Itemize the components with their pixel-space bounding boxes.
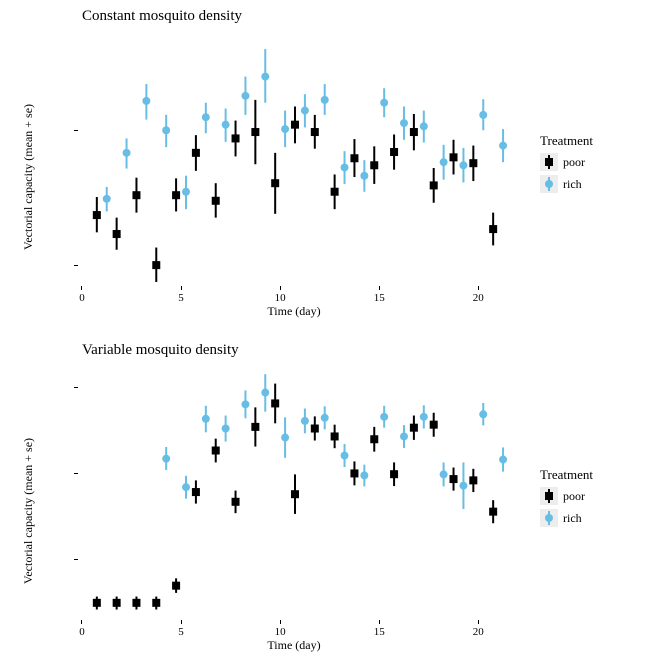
x-tick-mark	[478, 620, 479, 624]
legend-title-bottom: Treatment	[540, 467, 593, 483]
x-tick-mark	[379, 620, 380, 624]
x-tick-mark	[181, 286, 182, 290]
legend-key-poor	[540, 487, 558, 505]
top-panel-title: Constant mosquito density	[82, 8, 242, 25]
x-tick-label: 0	[79, 626, 85, 638]
bottom-panel-title: Variable mosquito density	[82, 342, 239, 359]
legend-label-rich-bottom: rich	[563, 511, 582, 526]
x-tick-label: 10	[275, 292, 286, 304]
legend-label-rich-top: rich	[563, 177, 582, 192]
x-tick-mark	[181, 620, 182, 624]
x-tick-label: 15	[374, 292, 385, 304]
x-tick-label: 10	[275, 626, 286, 638]
y-tick-mark	[74, 387, 78, 388]
legend-label-poor-top: poor	[563, 155, 585, 170]
legend-key-rich	[540, 509, 558, 527]
legend-title-top: Treatment	[540, 133, 593, 149]
x-tick-mark	[81, 620, 82, 624]
legend-label-poor-bottom: poor	[563, 489, 585, 504]
x-tick-mark	[81, 286, 82, 290]
top-x-axis-label: Time (day)	[244, 304, 344, 319]
y-tick-mark	[74, 265, 78, 266]
x-tick-mark	[280, 620, 281, 624]
x-tick-label: 20	[473, 626, 484, 638]
x-tick-mark	[280, 286, 281, 290]
x-tick-label: 5	[178, 626, 184, 638]
bottom-y-axis-label: Vectorial capacity (mean + se)	[21, 438, 36, 584]
x-tick-label: 15	[374, 626, 385, 638]
x-tick-label: 0	[79, 292, 85, 304]
x-tick-mark	[478, 286, 479, 290]
y-tick-mark	[74, 559, 78, 560]
bottom-plot-area	[78, 370, 510, 620]
legend-key-rich	[540, 175, 558, 193]
x-tick-mark	[379, 286, 380, 290]
y-tick-mark	[74, 130, 78, 131]
x-tick-label: 5	[178, 292, 184, 304]
y-tick-mark	[74, 473, 78, 474]
bottom-x-axis-label: Time (day)	[244, 638, 344, 653]
top-plot-area	[78, 36, 510, 286]
x-tick-label: 20	[473, 292, 484, 304]
legend-key-poor	[540, 153, 558, 171]
top-y-axis-label: Vectorial capacity (mean + se)	[21, 104, 36, 250]
figure-root: Constant mosquito density Vectorial capa…	[0, 0, 645, 654]
